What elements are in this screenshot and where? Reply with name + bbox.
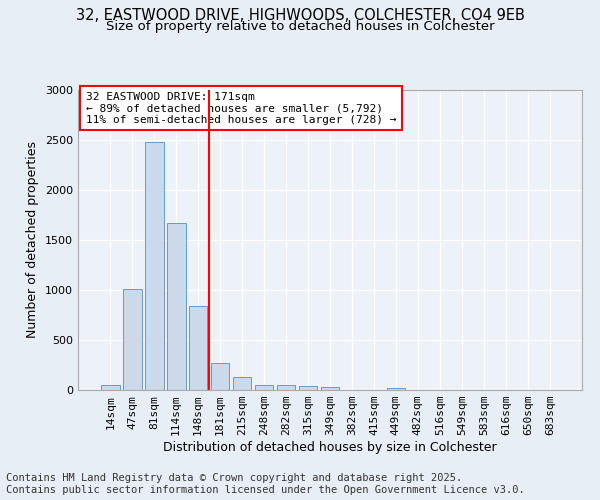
Bar: [255, 384, 274, 390]
Bar: [167, 223, 185, 390]
Bar: [320, 387, 340, 390]
Text: Contains HM Land Registry data © Crown copyright and database right 2025.
Contai: Contains HM Land Registry data © Crown c…: [6, 474, 525, 495]
Text: 32, EASTWOOD DRIVE, HIGHWOODS, COLCHESTER, CO4 9EB: 32, EASTWOOD DRIVE, HIGHWOODS, COLCHESTE…: [76, 8, 524, 22]
Text: Size of property relative to detached houses in Colchester: Size of property relative to detached ho…: [106, 20, 494, 33]
Bar: [189, 306, 208, 390]
Bar: [277, 385, 295, 390]
Bar: [101, 385, 119, 390]
Y-axis label: Number of detached properties: Number of detached properties: [26, 142, 40, 338]
Text: 32 EASTWOOD DRIVE: 171sqm
← 89% of detached houses are smaller (5,792)
11% of se: 32 EASTWOOD DRIVE: 171sqm ← 89% of detac…: [86, 92, 396, 124]
Bar: [145, 142, 164, 390]
Bar: [299, 386, 317, 390]
Bar: [386, 388, 405, 390]
Bar: [123, 289, 142, 390]
Bar: [233, 377, 251, 390]
X-axis label: Distribution of detached houses by size in Colchester: Distribution of detached houses by size …: [163, 441, 497, 454]
Bar: [211, 363, 229, 390]
